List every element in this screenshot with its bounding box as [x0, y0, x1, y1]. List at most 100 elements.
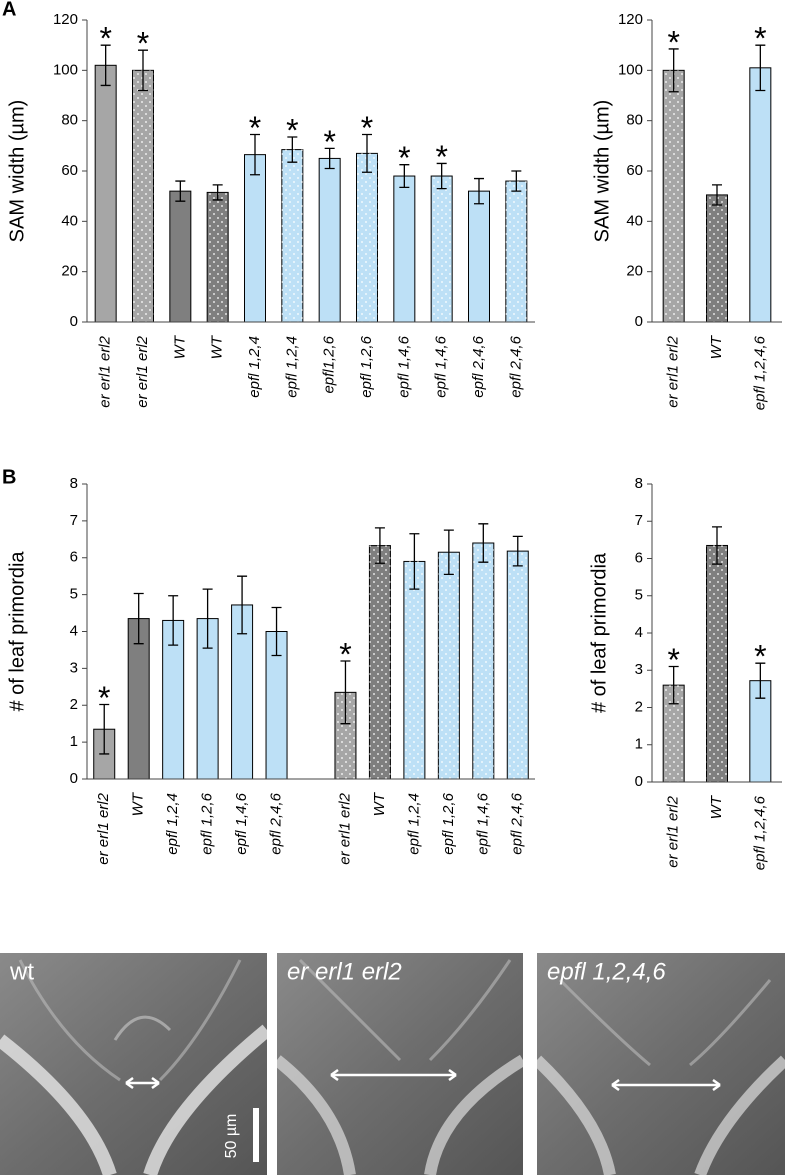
x-tick-label: epfl 1,4,6	[395, 335, 412, 397]
significance-star: *	[323, 124, 335, 160]
y-tick-label: 80	[626, 112, 643, 129]
x-tick-label: epfl 1,2,6	[440, 792, 457, 854]
x-tick-label: WT	[708, 334, 725, 359]
y-tick-label: 20	[61, 263, 78, 280]
error-bar	[436, 162, 447, 190]
y-tick-label: 0	[635, 313, 643, 330]
y-tick-label: 100	[618, 61, 643, 78]
error-bar	[287, 136, 298, 163]
error-bar	[212, 184, 223, 201]
x-tick-label: er erl1 erl2	[665, 335, 682, 407]
significance-star: *	[137, 26, 149, 62]
micrograph-label: wt	[9, 958, 34, 985]
x-tick-label: WT	[130, 791, 147, 816]
y-tick-label: 2	[635, 698, 643, 715]
y-tick-label: 6	[70, 549, 78, 566]
y-tick-label: 60	[626, 162, 643, 179]
error-bar	[409, 533, 420, 590]
error-bar	[99, 703, 110, 755]
bar	[169, 190, 192, 323]
bar-pattern	[663, 685, 685, 782]
y-tick-label: 60	[61, 162, 78, 179]
x-tick-label: er erl1 erl2	[134, 335, 151, 407]
y-tick-label: 6	[635, 549, 643, 566]
bar-pattern	[207, 192, 229, 322]
error-bar	[362, 133, 372, 173]
x-tick-label: epfl 2,4,6	[507, 335, 524, 397]
error-bar	[755, 662, 766, 699]
bar	[244, 154, 266, 323]
scale-bar-label: 50 µm	[223, 1114, 240, 1159]
bar-pattern	[132, 70, 154, 322]
significance-star: *	[754, 21, 766, 57]
x-tick-label: epfl 2,4,6	[268, 792, 285, 854]
x-tick-label: WT	[708, 794, 725, 819]
significance-star: *	[99, 21, 111, 57]
y-tick-label: 7	[635, 512, 643, 529]
error-bar	[202, 588, 213, 649]
error-bar	[340, 660, 351, 725]
x-tick-label: WT	[171, 334, 188, 359]
bar-pattern	[663, 70, 685, 322]
significance-star: *	[667, 642, 679, 678]
bar-pattern	[507, 551, 529, 779]
error-bar	[237, 575, 248, 635]
y-tick-label: 40	[61, 212, 78, 229]
error-bar	[374, 527, 385, 564]
bar	[749, 67, 772, 323]
y-tick-label: 0	[70, 770, 78, 787]
bar-pattern	[356, 153, 378, 322]
bar-pattern	[334, 692, 356, 779]
y-tick-label: 0	[70, 313, 78, 330]
bar-pattern	[281, 149, 303, 322]
y-tick-label: 4	[635, 624, 643, 641]
bar	[393, 175, 416, 323]
error-bar	[324, 147, 335, 170]
bar	[94, 64, 117, 323]
error-bar	[100, 44, 111, 87]
y-axis-title: # of leaf primordia	[6, 551, 28, 712]
error-bar	[133, 592, 144, 645]
y-tick-label: 120	[53, 11, 78, 28]
error-bar	[474, 177, 484, 205]
error-bar	[755, 44, 766, 92]
bar-pattern	[706, 545, 728, 782]
y-tick-label: 120	[618, 11, 643, 28]
x-tick-label: er erl1 erl2	[665, 795, 682, 867]
y-tick-label: 4	[70, 622, 78, 639]
bar	[318, 157, 341, 323]
y-tick-label: 7	[70, 512, 78, 529]
bar-pattern	[472, 543, 494, 779]
y-tick-label: 5	[70, 586, 78, 603]
significance-star: *	[98, 680, 110, 716]
y-tick-label: 3	[635, 661, 643, 678]
micrograph	[0, 953, 267, 1175]
y-tick-label: 40	[626, 212, 643, 229]
error-bar	[443, 529, 454, 575]
x-tick-label: er erl1 erl2	[336, 792, 353, 864]
y-tick-label: 80	[61, 112, 78, 129]
y-tick-label: 20	[626, 263, 643, 280]
error-bar	[250, 133, 260, 176]
x-tick-label: epfl1,2,6	[321, 335, 338, 393]
x-tick-label: er erl1 erl2	[95, 792, 112, 864]
micrograph	[537, 953, 785, 1175]
error-bar	[175, 180, 186, 202]
x-tick-label: epfl 1,2,4	[405, 793, 422, 855]
micrograph-label: er erl1 erl2	[287, 958, 402, 985]
y-tick-label: 1	[635, 736, 643, 753]
x-tick-label: epfl 1,2,4	[164, 793, 181, 855]
error-bar	[478, 523, 489, 563]
y-axis-title: SAM width (µm)	[6, 100, 28, 243]
x-tick-label: epfl 1,4,6	[433, 335, 450, 397]
bar-pattern	[403, 561, 425, 779]
bar-pattern	[431, 176, 453, 322]
bar-pattern	[505, 181, 527, 322]
panel-label: B	[2, 466, 16, 488]
significance-star: *	[339, 636, 351, 672]
x-tick-label: epfl 1,4,6	[474, 792, 491, 854]
x-tick-label: epfl 1,2,4,6	[751, 795, 768, 870]
bar	[468, 190, 490, 323]
x-tick-label: epfl 2,4,6	[470, 335, 487, 397]
